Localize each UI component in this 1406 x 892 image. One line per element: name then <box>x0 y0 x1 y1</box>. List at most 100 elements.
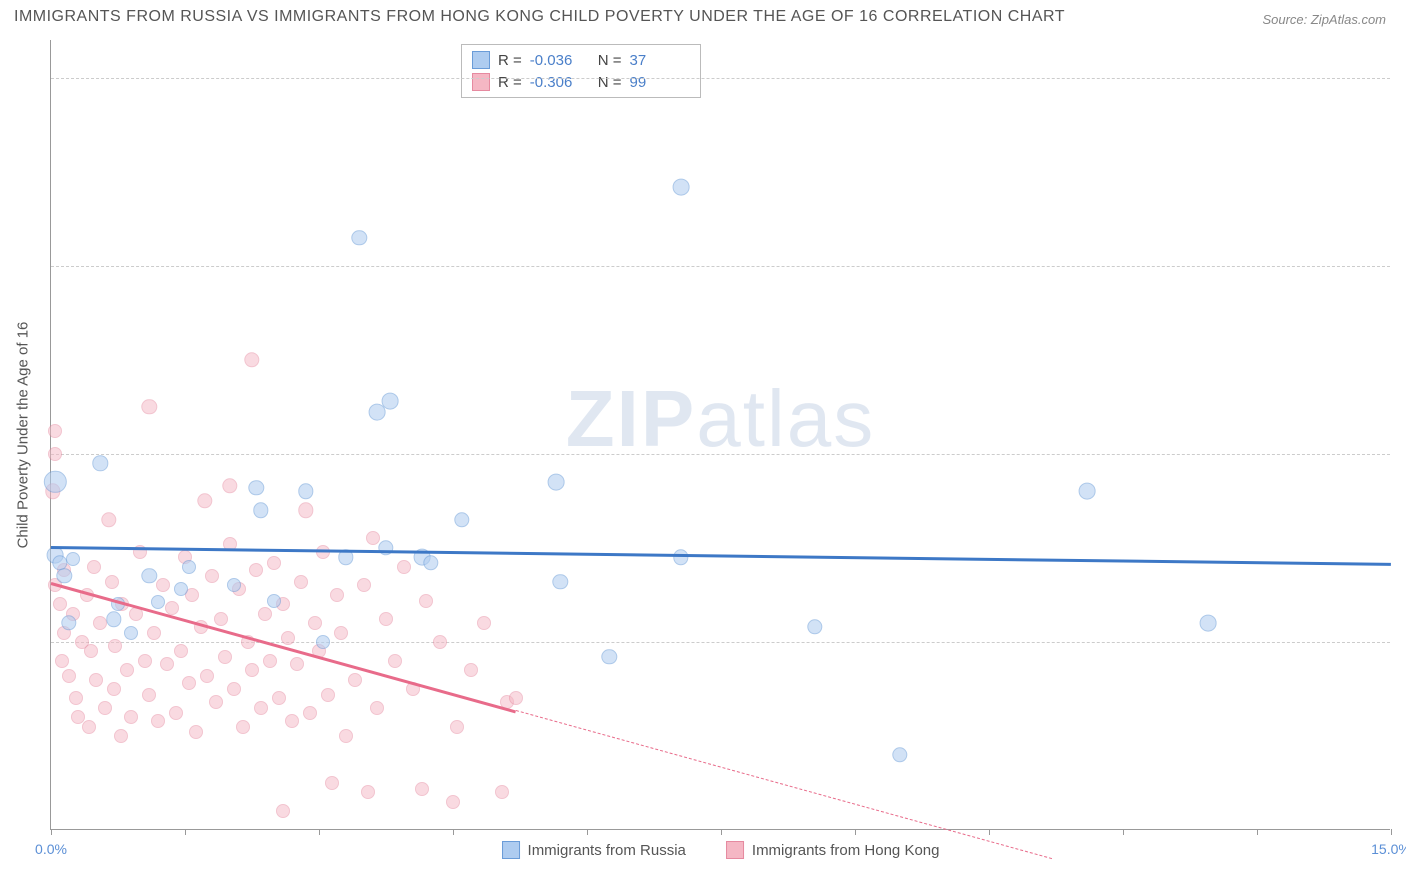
data-point-hongkong <box>325 776 339 790</box>
data-point-russia <box>106 612 121 627</box>
data-point-hongkong <box>200 669 214 683</box>
legend-swatch-russia <box>502 841 520 859</box>
data-point-russia <box>124 626 138 640</box>
data-point-russia <box>57 568 72 583</box>
data-point-russia <box>92 456 107 471</box>
data-point-russia <box>602 649 617 664</box>
data-point-russia <box>174 582 188 596</box>
x-tick <box>1123 829 1124 835</box>
data-point-hongkong <box>339 729 353 743</box>
data-point-hongkong <box>236 720 250 734</box>
data-point-russia <box>892 747 907 762</box>
data-point-russia <box>807 619 822 634</box>
swatch-russia <box>472 51 490 69</box>
data-point-russia <box>182 560 196 574</box>
data-point-hongkong <box>464 663 478 677</box>
data-point-hongkong <box>87 560 101 574</box>
x-tick <box>185 829 186 835</box>
data-point-hongkong <box>218 650 232 664</box>
data-point-hongkong <box>142 688 156 702</box>
gridline <box>51 78 1390 79</box>
data-point-hongkong <box>48 424 62 438</box>
data-point-russia <box>253 503 268 518</box>
x-tick <box>1257 829 1258 835</box>
data-point-hongkong <box>357 578 371 592</box>
stats-row-russia: R = -0.036 N = 37 <box>472 49 690 71</box>
source-attribution: Source: ZipAtlas.com <box>1262 12 1386 27</box>
legend-item-hongkong: Immigrants from Hong Kong <box>726 841 940 859</box>
data-point-hongkong <box>205 569 219 583</box>
data-point-hongkong <box>89 673 103 687</box>
data-point-hongkong <box>108 639 122 653</box>
data-point-hongkong <box>308 616 322 630</box>
data-point-hongkong <box>298 503 313 518</box>
data-point-hongkong <box>48 447 62 461</box>
data-point-russia <box>382 393 399 410</box>
data-point-hongkong <box>142 399 157 414</box>
trendline-russia <box>51 546 1391 566</box>
x-tick <box>1391 829 1392 835</box>
data-point-hongkong <box>120 663 134 677</box>
data-point-hongkong <box>69 691 83 705</box>
data-point-hongkong <box>249 563 263 577</box>
data-point-hongkong <box>290 657 304 671</box>
data-point-hongkong <box>169 706 183 720</box>
chart-title: IMMIGRANTS FROM RUSSIA VS IMMIGRANTS FRO… <box>14 8 1065 26</box>
data-point-hongkong <box>285 714 299 728</box>
data-point-hongkong <box>189 725 203 739</box>
data-point-hongkong <box>477 616 491 630</box>
data-point-hongkong <box>263 654 277 668</box>
swatch-hongkong <box>472 73 490 91</box>
data-point-hongkong <box>495 785 509 799</box>
data-point-russia <box>66 552 80 566</box>
series-legend: Immigrants from Russia Immigrants from H… <box>502 841 940 859</box>
x-tick <box>453 829 454 835</box>
data-point-russia <box>61 615 76 630</box>
x-tick-label: 0.0% <box>35 841 67 857</box>
data-point-russia <box>249 480 264 495</box>
data-point-hongkong <box>138 654 152 668</box>
data-point-hongkong <box>303 706 317 720</box>
data-point-hongkong <box>147 626 161 640</box>
data-point-hongkong <box>388 654 402 668</box>
data-point-hongkong <box>156 578 170 592</box>
x-tick-label: 15.0% <box>1371 841 1406 857</box>
data-point-hongkong <box>254 701 268 715</box>
data-point-hongkong <box>101 512 116 527</box>
stats-row-hongkong: R = -0.306 N = 99 <box>472 71 690 93</box>
data-point-hongkong <box>330 588 344 602</box>
data-point-russia <box>423 555 438 570</box>
data-point-hongkong <box>267 556 281 570</box>
x-tick <box>855 829 856 835</box>
data-point-hongkong <box>272 691 286 705</box>
data-point-hongkong <box>321 688 335 702</box>
data-point-russia <box>267 594 281 608</box>
data-point-hongkong <box>151 714 165 728</box>
data-point-hongkong <box>62 669 76 683</box>
data-point-hongkong <box>379 612 393 626</box>
data-point-hongkong <box>197 493 212 508</box>
x-tick <box>721 829 722 835</box>
data-point-hongkong <box>419 594 433 608</box>
data-point-hongkong <box>276 804 290 818</box>
data-point-hongkong <box>174 644 188 658</box>
data-point-hongkong <box>182 676 196 690</box>
data-point-hongkong <box>124 710 138 724</box>
data-point-hongkong <box>361 785 375 799</box>
data-point-hongkong <box>366 531 380 545</box>
x-tick <box>587 829 588 835</box>
data-point-russia <box>298 484 313 499</box>
data-point-russia <box>151 595 165 609</box>
data-point-hongkong <box>160 657 174 671</box>
data-point-hongkong <box>397 560 411 574</box>
data-point-russia <box>454 512 469 527</box>
data-point-hongkong <box>245 663 259 677</box>
data-point-russia <box>1079 483 1096 500</box>
data-point-hongkong <box>281 631 295 645</box>
data-point-hongkong <box>84 644 98 658</box>
data-point-hongkong <box>107 682 121 696</box>
data-point-russia <box>1199 615 1216 632</box>
data-point-hongkong <box>294 575 308 589</box>
data-point-hongkong <box>209 695 223 709</box>
data-point-russia <box>672 178 689 195</box>
